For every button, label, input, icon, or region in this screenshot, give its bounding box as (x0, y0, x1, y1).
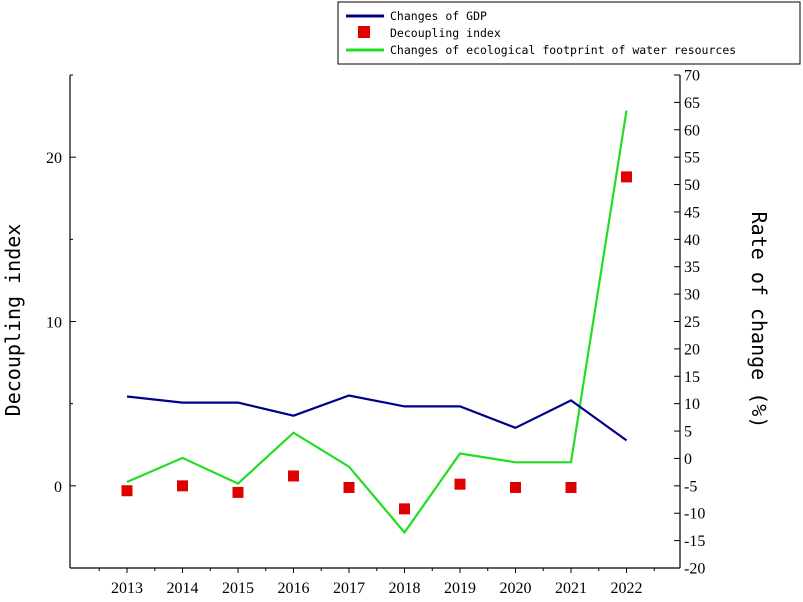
decoupling-point (454, 478, 466, 490)
decoupling-point (343, 481, 355, 493)
right-tick-label: 70 (684, 68, 700, 85)
right-tick-label: 40 (684, 232, 700, 249)
right-tick-label: 45 (684, 204, 700, 221)
right-tick-label: 30 (684, 287, 700, 304)
x-tick-label: 2019 (444, 580, 476, 597)
x-tick-label: 2017 (333, 580, 365, 597)
left-tick-label: 20 (46, 150, 62, 167)
x-tick-label: 2014 (167, 580, 199, 597)
decoupling-point (565, 481, 577, 493)
legend-swatch-decoupling (358, 26, 370, 38)
right-tick-label: 50 (684, 177, 700, 194)
x-tick-label: 2015 (222, 580, 254, 597)
legend: Changes of GDP Decoupling index Changes … (337, 1, 801, 65)
left-tick-label: 0 (54, 479, 62, 496)
right-tick-label: 35 (684, 259, 700, 276)
x-tick-label: 2022 (611, 580, 643, 597)
series-line-0 (126, 394, 628, 442)
right-tick-label: -20 (684, 561, 705, 578)
right-tick-label: 5 (684, 424, 692, 441)
right-axis: -20 -15 -10 -5 0 5 10 15 20 25 30 35 40 45 50 55 60 65 70 (674, 68, 705, 578)
right-tick-label: 0 (684, 451, 692, 468)
legend-label-decoupling: Decoupling index (390, 26, 501, 40)
right-tick-label: 20 (684, 341, 700, 358)
series-layer (121, 110, 632, 535)
decoupling-point (177, 480, 188, 492)
right-tick-label: 25 (684, 314, 700, 331)
left-tick-label: 10 (46, 315, 62, 332)
x-tick-label: 2016 (278, 580, 310, 597)
x-axis: 2013 2014 2015 2016 2017 2018 2019 2020 2021 2022 (98, 568, 655, 597)
left-axis-title: Decoupling index (1, 224, 25, 417)
right-tick-label: -5 (684, 478, 697, 495)
x-tick-label: 2021 (555, 580, 587, 597)
decoupling-point (399, 503, 410, 515)
right-tick-label: 10 (684, 396, 700, 413)
left-axis: 0 10 20 (46, 74, 76, 569)
right-tick-label: 60 (684, 122, 700, 139)
legend-label-gdp: Changes of GDP (390, 9, 487, 23)
decoupling-point (121, 485, 133, 497)
right-axis-title: Rate of change (%) (747, 212, 771, 429)
x-tick-label: 2013 (111, 580, 143, 597)
legend-label-water: Changes of ecological footprint of water… (390, 43, 736, 57)
right-tick-label: 55 (684, 150, 700, 167)
right-tick-label: -15 (684, 533, 705, 550)
decoupling-point (288, 470, 299, 482)
decoupling-point (621, 171, 632, 183)
plot-frame (69, 75, 681, 569)
x-tick-label: 2020 (500, 580, 532, 597)
decoupling-point (510, 481, 521, 493)
right-tick-label: 15 (684, 369, 700, 386)
decoupling-point (232, 486, 244, 498)
right-tick-label: 65 (684, 95, 700, 112)
legend-box (337, 1, 801, 65)
right-tick-label: -10 (684, 506, 705, 523)
x-tick-label: 2018 (389, 580, 421, 597)
series-line-2 (126, 110, 628, 535)
